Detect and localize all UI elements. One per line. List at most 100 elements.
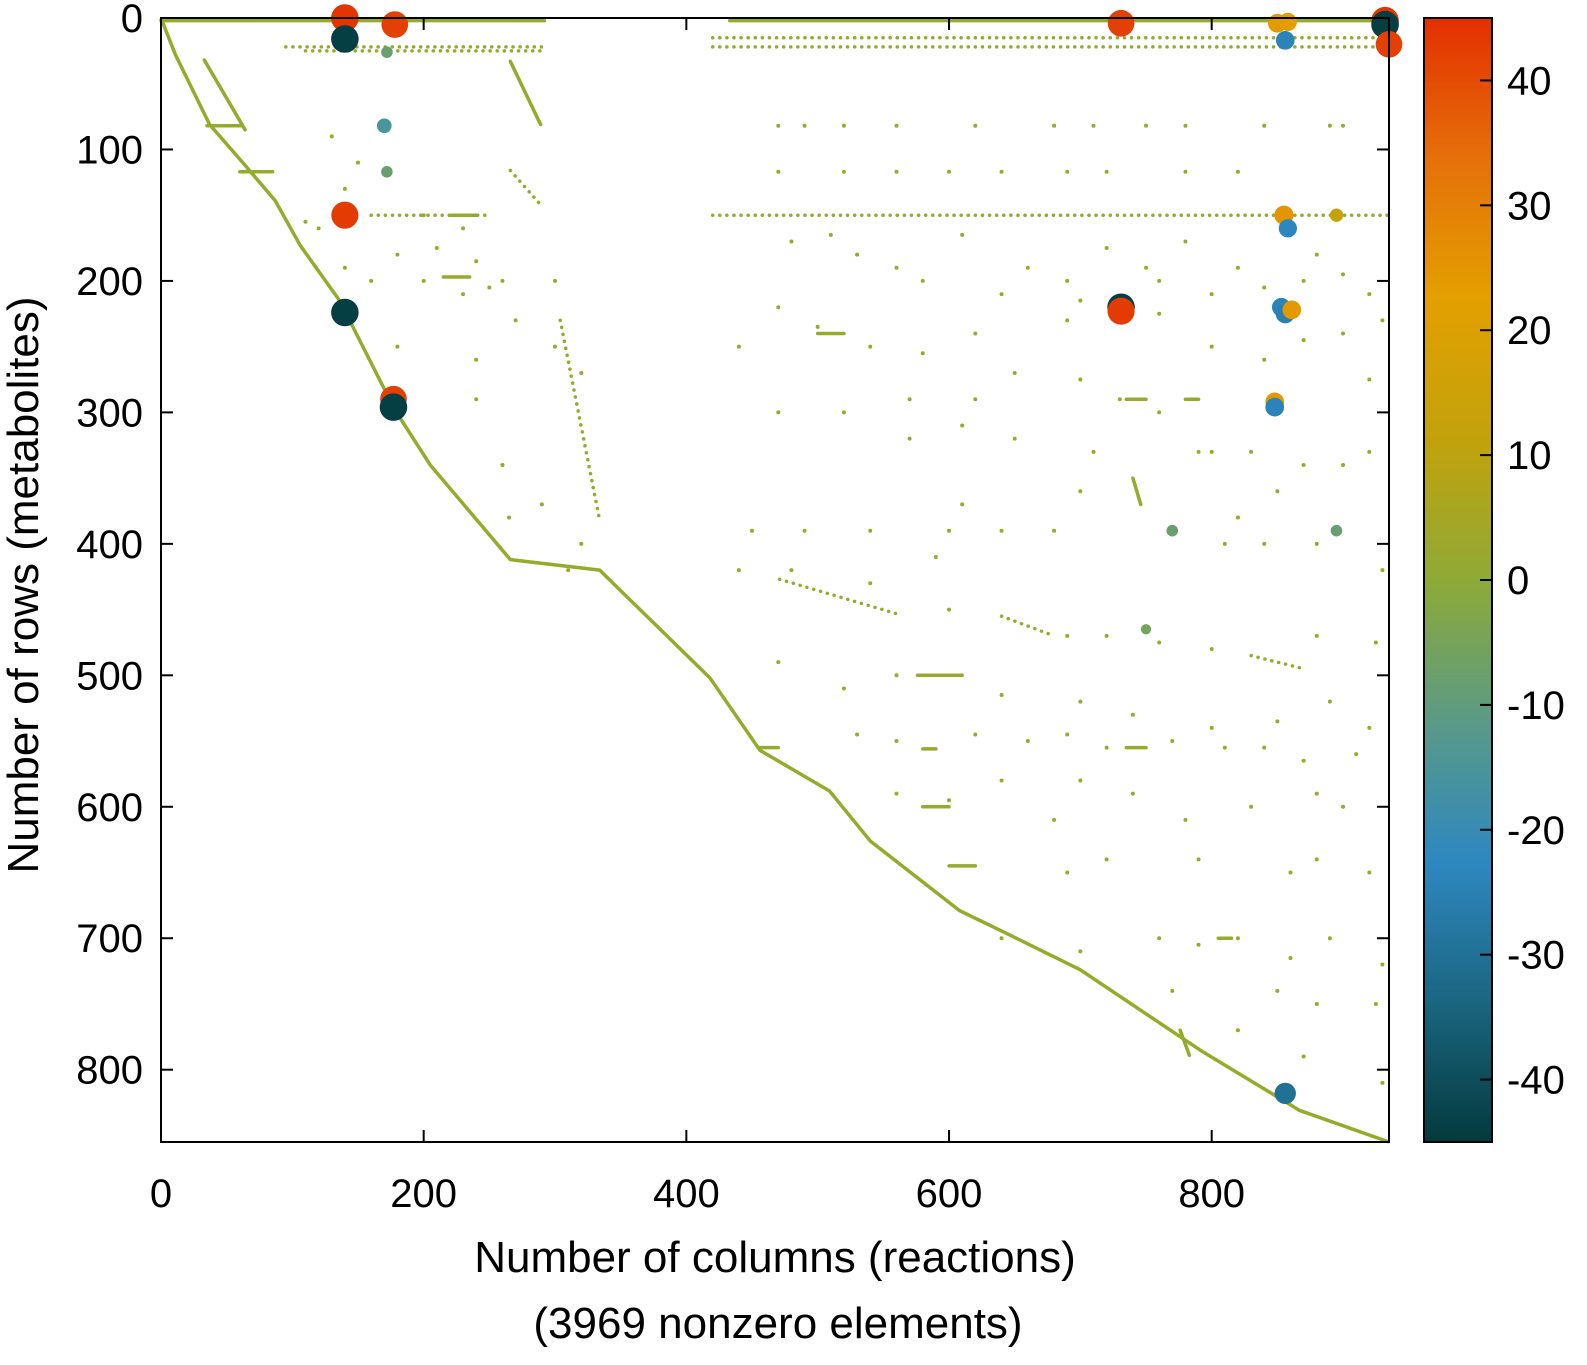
nonzero-point — [841, 123, 846, 128]
nonzero-point — [1262, 357, 1267, 362]
nonzero-point — [1367, 377, 1372, 382]
nonzero-point — [1209, 292, 1214, 297]
nonzero-point — [1367, 725, 1372, 730]
nonzero-point — [868, 344, 873, 349]
y-axis-label: Number of rows (metabolites) — [0, 296, 48, 873]
nonzero-point — [1262, 123, 1267, 128]
nonzero-point — [1262, 541, 1267, 546]
nonzero-point — [1157, 640, 1162, 645]
nonzero-point — [1065, 278, 1070, 283]
nonzero-point — [802, 528, 807, 533]
nonzero-point — [1012, 436, 1017, 441]
nonzero-point — [894, 791, 899, 796]
colorbar-tick-label: 0 — [1507, 559, 1529, 603]
nonzero-segment — [1178, 1028, 1192, 1057]
nonzero-dotted-segment — [558, 318, 602, 522]
nonzero-point — [1091, 449, 1096, 454]
large-value-point — [1107, 297, 1135, 325]
large-value-point — [376, 118, 392, 134]
nonzero-point — [1222, 541, 1227, 546]
nonzero-point — [973, 123, 978, 128]
y-tick-label: 800 — [76, 1049, 143, 1093]
nonzero-point — [1314, 791, 1319, 796]
nonzero-point — [999, 292, 1004, 297]
nonzero-point — [1052, 123, 1057, 128]
nonzero-point — [369, 278, 374, 283]
nonzero-point — [474, 357, 479, 362]
nonzero-point — [1052, 528, 1057, 533]
y-tick-label: 600 — [76, 786, 143, 830]
nonzero-point — [1104, 246, 1109, 251]
nonzero-point — [1078, 778, 1083, 783]
nonzero-point — [894, 739, 899, 744]
nonzero-point — [868, 581, 873, 586]
nonzero-point — [1341, 331, 1346, 336]
nonzero-point — [973, 397, 978, 402]
x-tick-label: 600 — [916, 1172, 983, 1216]
nonzero-dotted-segment — [777, 577, 903, 617]
nonzero-point — [841, 169, 846, 174]
nonzero-point — [841, 410, 846, 415]
nonzero-point — [1275, 988, 1280, 993]
nonzero-point — [736, 344, 741, 349]
y-tick-label: 100 — [76, 128, 143, 172]
nonzero-point — [1380, 962, 1385, 967]
diagonal-nonzeros — [159, 17, 1390, 1144]
nonzero-point — [434, 246, 439, 251]
nonzero-point — [566, 568, 571, 573]
nonzero-point — [920, 278, 925, 283]
nonzero-point — [1262, 745, 1267, 750]
nonzero-point — [329, 134, 334, 139]
nonzero-point — [1183, 239, 1188, 244]
nonzero-point — [999, 936, 1004, 941]
nonzero-point — [894, 123, 899, 128]
nonzero-point — [947, 169, 952, 174]
nonzero-point — [1209, 344, 1214, 349]
colorbar-tick-label: -20 — [1507, 809, 1565, 853]
nonzero-point — [933, 554, 938, 559]
large-value-point — [1274, 1082, 1296, 1105]
nonzero-point — [1065, 633, 1070, 638]
nonzero-point — [1301, 462, 1306, 467]
nonzero-point — [1065, 870, 1070, 875]
large-value-point — [381, 166, 393, 178]
nonzero-point — [579, 370, 584, 375]
nonzero-point — [1104, 169, 1109, 174]
nonzero-point — [1183, 169, 1188, 174]
nonzero-point — [1288, 870, 1293, 875]
nonzero-point — [1380, 318, 1385, 323]
nonzero-point — [507, 515, 512, 520]
nonzero-point — [1130, 712, 1135, 717]
nonzero-point — [1262, 285, 1267, 290]
large-value-point — [1282, 300, 1302, 320]
nonzero-point — [1367, 870, 1372, 875]
nonzero-point — [1157, 278, 1162, 283]
nonzero-segment — [1131, 476, 1143, 507]
nonzero-point — [1314, 541, 1319, 546]
nonzero-point — [789, 239, 794, 244]
nonzero-point — [1314, 1001, 1319, 1006]
plot-frame — [160, 17, 1390, 1143]
nonzero-point — [487, 285, 492, 290]
large-value-point — [1278, 219, 1297, 238]
nonzero-point — [1235, 169, 1240, 174]
axis-ticks: 0 200 400 600 800 0 100 200 300 400 500 600 700 800 — [76, 0, 1389, 1216]
nonzero-point — [1367, 292, 1372, 297]
nonzero-point — [802, 123, 807, 128]
nonzero-point — [1012, 370, 1017, 375]
nonzero-point — [1196, 857, 1201, 862]
nonzero-point — [579, 541, 584, 546]
nonzero-point — [539, 502, 544, 507]
nonzero-point — [500, 462, 505, 467]
nonzero-point — [973, 331, 978, 336]
nonzero-point — [1196, 449, 1201, 454]
colorbar-tick-label: 30 — [1507, 184, 1552, 228]
nonzero-point — [1314, 857, 1319, 862]
colorbar-tick-label: 20 — [1507, 309, 1552, 353]
nonzero-point — [1104, 745, 1109, 750]
nonzero-point — [894, 673, 899, 678]
nonzero-point — [1301, 278, 1306, 283]
nonzero-point — [999, 778, 1004, 783]
nonzero-point — [815, 324, 820, 329]
